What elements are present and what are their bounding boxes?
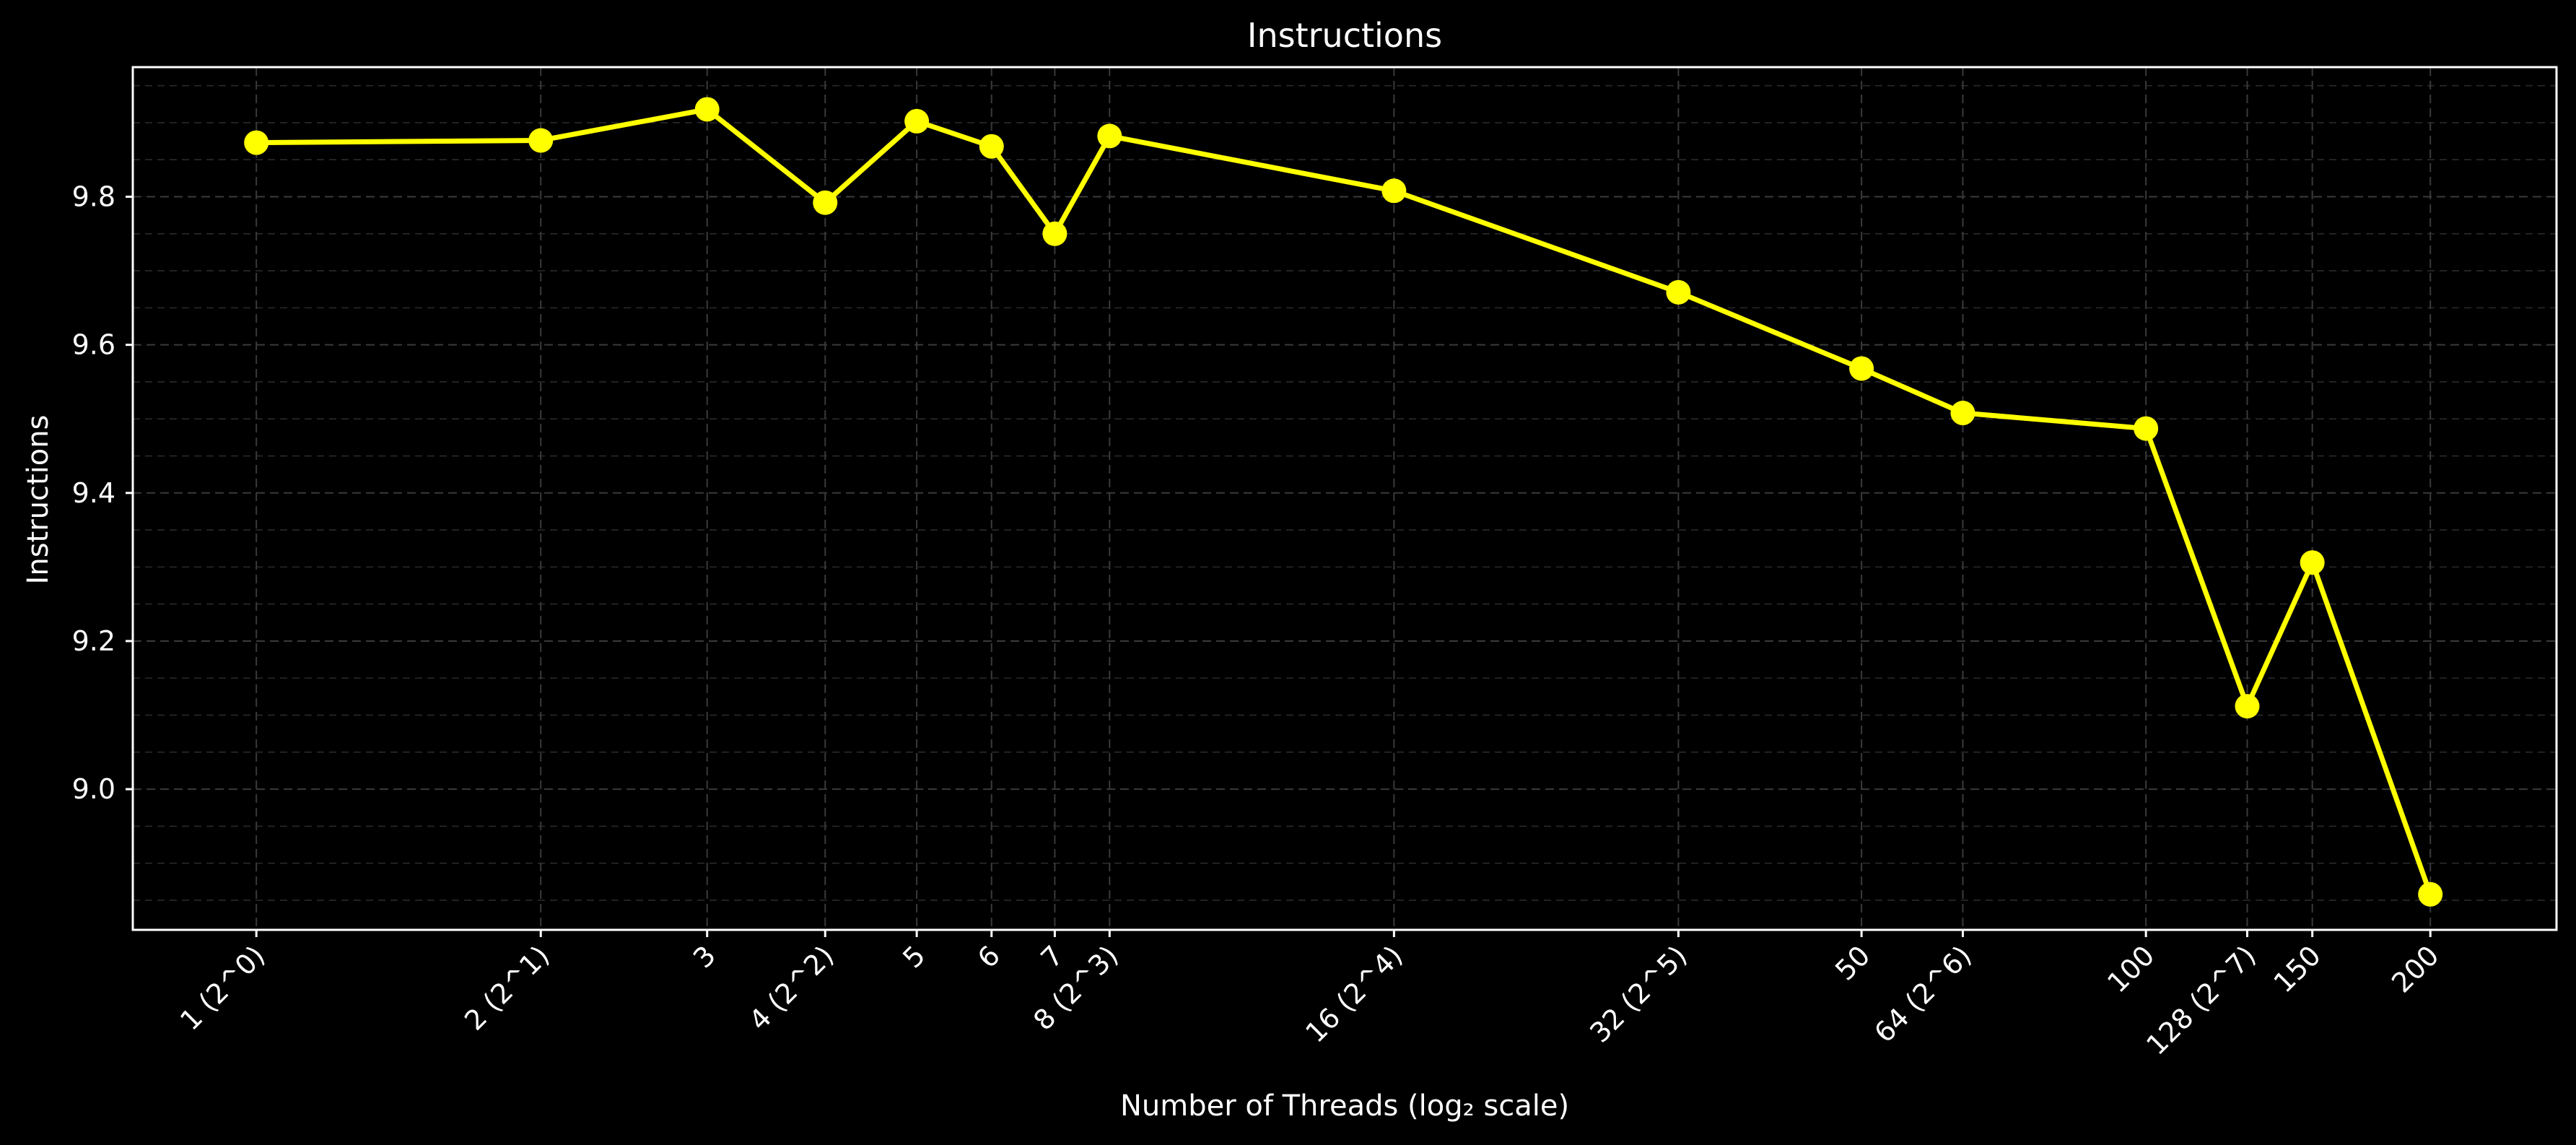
chart-title: Instructions [1247, 16, 1442, 55]
data-point [1381, 178, 1407, 204]
data-point [694, 97, 720, 122]
data-point [1849, 356, 1874, 381]
y-tick-label: 9.4 [72, 477, 115, 509]
data-point [2418, 881, 2443, 907]
y-tick-label: 9.8 [72, 181, 115, 213]
data-point [904, 108, 930, 134]
data-point [979, 134, 1004, 159]
x-axis-label: Number of Threads (log₂ scale) [1120, 1089, 1569, 1123]
data-point [2134, 416, 2159, 441]
data-point [1097, 123, 1122, 149]
data-point [1950, 401, 1975, 426]
data-point [528, 128, 554, 153]
plot-frame [131, 66, 2558, 931]
data-point [1042, 221, 1067, 246]
series-instructions [244, 97, 2443, 907]
y-tick-label: 9.6 [72, 329, 115, 361]
data-point [2235, 694, 2260, 719]
data-point [244, 130, 269, 155]
y-axis-ticks: 9.0 9.2 9.4 9.6 9.8 [72, 181, 133, 805]
y-axis-label: Instructions [22, 415, 55, 585]
data-point [813, 190, 838, 215]
y-tick-label: 9.2 [72, 625, 115, 657]
data-point [2300, 550, 2325, 575]
data-point [1666, 279, 1691, 305]
y-tick-label: 9.0 [72, 773, 115, 805]
series-line [256, 107, 2433, 895]
